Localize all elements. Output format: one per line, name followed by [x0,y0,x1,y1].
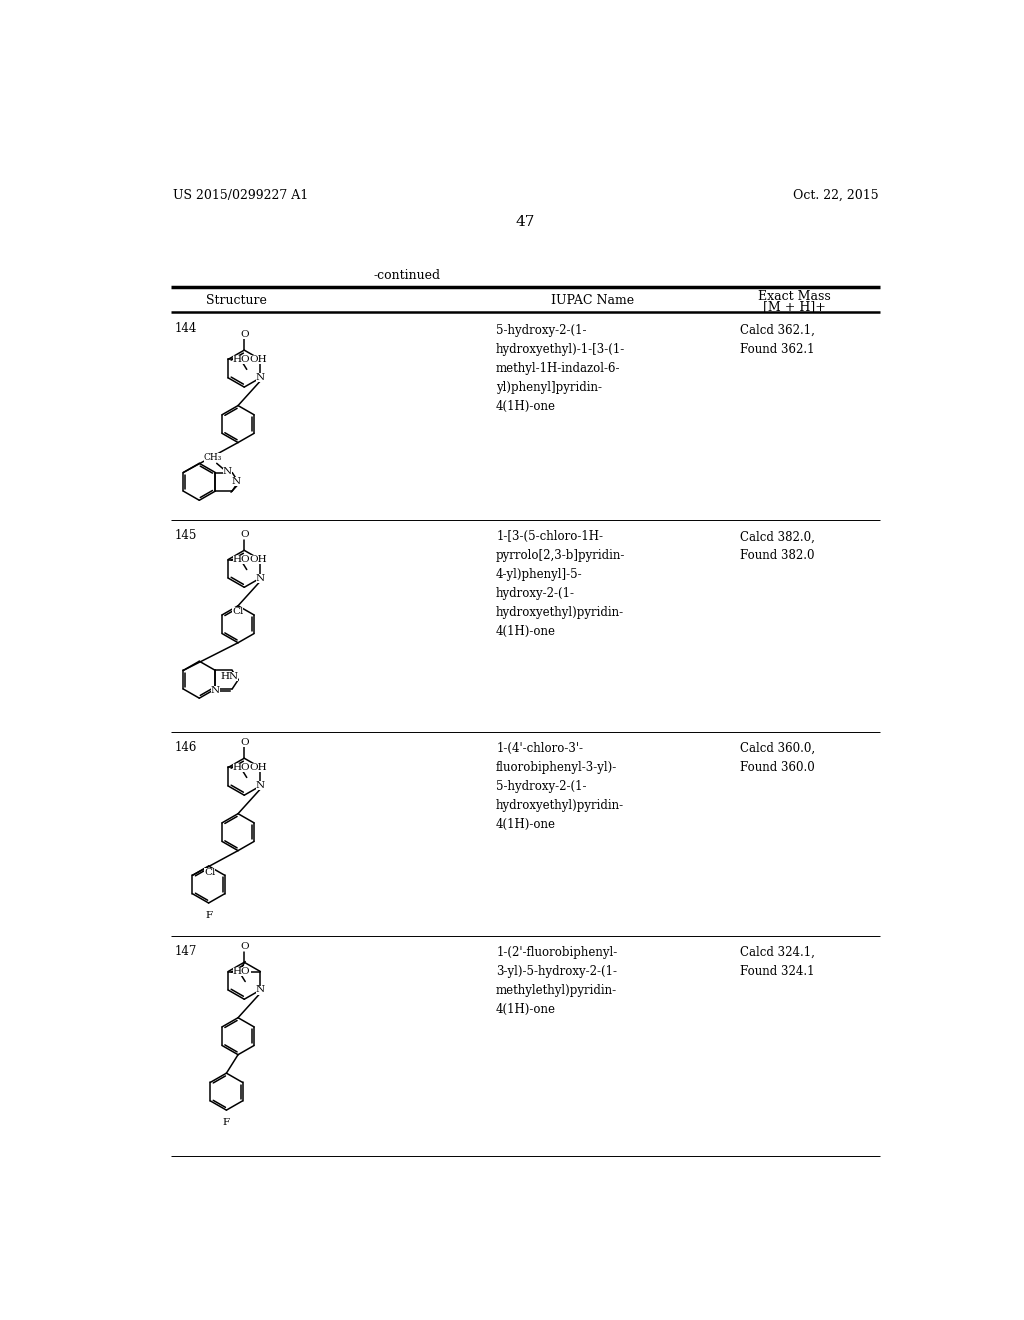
Text: 5-hydroxy-2-(1-
hydroxyethyl)-1-[3-(1-
methyl-1H-indazol-6-
yl)phenyl]pyridin-
4: 5-hydroxy-2-(1- hydroxyethyl)-1-[3-(1- m… [496,323,626,413]
Text: HO: HO [232,556,251,564]
Text: N: N [256,374,265,383]
Text: OH: OH [249,556,266,564]
Text: -continued: -continued [374,269,440,282]
Text: N: N [256,986,265,994]
Text: N: N [223,466,232,475]
Text: F: F [205,911,212,920]
Text: Cl: Cl [204,869,215,878]
Text: 47: 47 [515,215,535,228]
Text: 147: 147 [174,945,197,957]
Text: Calcd 382.0,
Found 382.0: Calcd 382.0, Found 382.0 [740,531,815,562]
Text: Structure: Structure [206,294,267,308]
Text: 1-[3-(5-chloro-1H-
pyrrolo[2,3-b]pyridin-
4-yl)phenyl]-5-
hydroxy-2-(1-
hydroxye: 1-[3-(5-chloro-1H- pyrrolo[2,3-b]pyridin… [496,531,626,639]
Text: Cl: Cl [231,607,244,616]
Text: F: F [223,1118,230,1127]
Text: OH: OH [249,763,266,772]
Text: N: N [256,781,265,791]
Text: [M + H]+: [M + H]+ [763,300,826,313]
Text: 144: 144 [174,322,197,335]
Text: Calcd 360.0,
Found 360.0: Calcd 360.0, Found 360.0 [740,742,815,774]
Text: O: O [240,330,249,339]
Text: 145: 145 [174,529,197,541]
Text: O: O [240,738,249,747]
Text: US 2015/0299227 A1: US 2015/0299227 A1 [173,189,308,202]
Text: CH₃: CH₃ [204,453,222,462]
Text: Exact Mass: Exact Mass [758,289,830,302]
Text: Calcd 362.1,
Found 362.1: Calcd 362.1, Found 362.1 [740,323,815,356]
Text: N: N [231,478,241,486]
Text: 146: 146 [174,741,197,754]
Text: Oct. 22, 2015: Oct. 22, 2015 [793,189,879,202]
Text: HN: HN [220,672,239,681]
Text: N: N [211,686,220,694]
Text: HO: HO [232,968,251,975]
Text: 1-(2'-fluorobiphenyl-
3-yl)-5-hydroxy-2-(1-
methylethyl)pyridin-
4(1H)-one: 1-(2'-fluorobiphenyl- 3-yl)-5-hydroxy-2-… [496,946,617,1016]
Text: N: N [256,574,265,582]
Text: 1-(4'-chloro-3'-
fluorobiphenyl-3-yl)-
5-hydroxy-2-(1-
hydroxyethyl)pyridin-
4(1: 1-(4'-chloro-3'- fluorobiphenyl-3-yl)- 5… [496,742,625,832]
Text: O: O [240,531,249,540]
Text: IUPAC Name: IUPAC Name [552,294,635,308]
Text: HO: HO [232,763,251,772]
Text: HO: HO [232,355,251,364]
Text: O: O [240,942,249,952]
Text: Calcd 324.1,
Found 324.1: Calcd 324.1, Found 324.1 [740,946,815,978]
Text: OH: OH [249,355,266,364]
